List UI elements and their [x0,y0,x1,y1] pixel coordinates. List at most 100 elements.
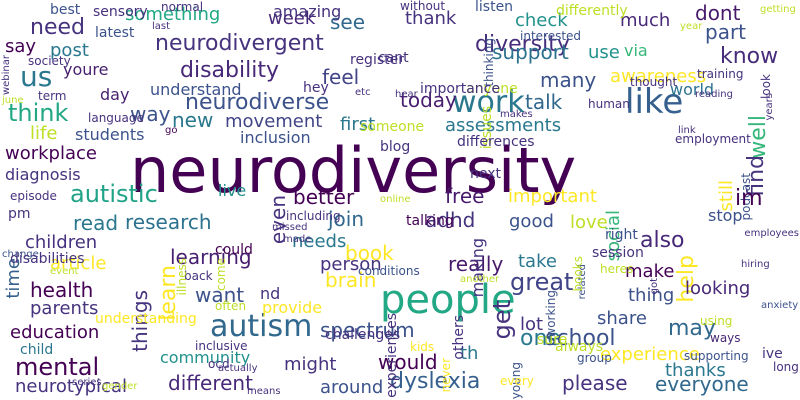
cloud-word: education [10,322,100,343]
cloud-word: series [72,377,102,388]
cloud-word: autism [210,309,313,344]
cloud-word: support [492,40,569,64]
cloud-word: society [28,54,71,68]
cloud-word: employees [744,228,799,239]
cloud-word: differences [457,134,535,150]
cloud-word: around [320,377,384,398]
cloud-word: differently [556,3,628,19]
cloud-word: reading [695,89,733,100]
cloud-word: needs [292,231,347,252]
cloud-word: webinar [1,55,12,96]
cloud-word: experiences [384,313,400,398]
cloud-word: thanks [665,360,726,381]
cloud-word: getting [760,4,796,15]
cloud-word: hey [303,80,329,96]
cloud-word: interested [520,29,582,43]
cloud-word: neurodiverse [185,90,330,115]
cloud-word: amazing [273,2,342,21]
cloud-word: year [680,21,703,32]
cloud-word: today [400,88,457,112]
cloud-word: ocd [208,357,230,371]
cloud-word: book [345,241,394,265]
cloud-word: assessments [445,115,562,136]
cloud-word: child [20,342,54,358]
cloud-word: latest [95,25,135,41]
cloud-word: talk [525,90,563,114]
cloud-word: making [468,238,487,298]
cloud-word: disability [180,58,279,83]
cloud-word: session [592,245,644,261]
cloud-word: right [605,227,638,243]
cloud-word: something [125,4,221,25]
cloud-word: long [773,360,799,374]
cloud-word: love [570,212,608,233]
cloud-word: always [555,339,604,355]
cloud-word: actually [218,363,258,374]
cloud-word: adhd [425,208,476,232]
cloud-word: provide [262,298,323,317]
cloud-word: think [8,99,69,127]
cloud-word: could [215,242,253,258]
cloud-word: many [540,68,597,92]
cloud-word: check [515,10,568,31]
cloud-word: kids [410,340,435,354]
cloud-word: hiring [741,259,770,270]
cloud-word: made [283,234,312,245]
cloud-word: using [700,314,733,328]
cloud-word: thing [628,285,675,306]
cloud-word: health [30,278,94,302]
cloud-word: every [500,374,534,388]
cloud-word: nd [260,284,281,303]
cloud-word: event [50,266,79,277]
cloud-word: youre [63,60,109,79]
cloud-word: next [470,166,502,182]
cloud-word: autistic [70,180,158,208]
cloud-word: may [668,316,716,341]
cloud-word: sure [537,332,568,348]
cloud-word: take [518,251,557,272]
cloud-word: great [510,268,574,296]
cloud-word: read [73,211,119,235]
cloud-word: challenges [325,327,401,343]
cloud-word: better [293,185,355,209]
cloud-word: awareness [610,66,707,87]
cloud-word: much [620,10,671,31]
cloud-word: first [340,114,376,135]
cloud-word: someone [360,119,425,135]
cloud-word: others [451,315,467,360]
cloud-word: feel [322,65,360,89]
cloud-word: live [218,181,247,200]
cloud-word: understand [150,80,242,99]
cloud-word: disabilities [10,251,85,267]
cloud-word: conditions [358,264,420,278]
cloud-word: importance [420,81,500,97]
cloud-word: last [152,21,171,32]
cloud-word: inclusive [195,339,248,353]
cloud-word: mental [15,353,100,381]
cloud-word: neurodiversity [130,134,577,207]
cloud-word: hear [395,89,418,100]
cloud-word: etc [355,87,371,98]
cloud-word: episode [10,189,57,203]
cloud-word: also [640,228,685,253]
cloud-word: neurodivergent [155,31,324,56]
cloud-word: get [488,300,516,340]
cloud-word: article [50,253,107,274]
cloud-word: illness [175,258,189,296]
cloud-word: never [439,358,453,393]
cloud-word: go [165,125,178,136]
cloud-word: working [544,290,558,338]
cloud-word: listen [475,0,514,15]
cloud-word: back [184,269,213,283]
cloud-word: would [378,350,438,374]
cloud-word: person [320,254,382,275]
cloud-word: day [100,85,130,104]
cloud-word: books [571,256,585,292]
cloud-word: well [746,115,771,159]
cloud-word: means [247,386,281,397]
cloud-word: looking [685,278,751,299]
cloud-word: come [214,258,228,292]
cloud-word: people [380,277,516,323]
cloud-word: change [2,249,39,260]
cloud-word: school [545,326,616,351]
